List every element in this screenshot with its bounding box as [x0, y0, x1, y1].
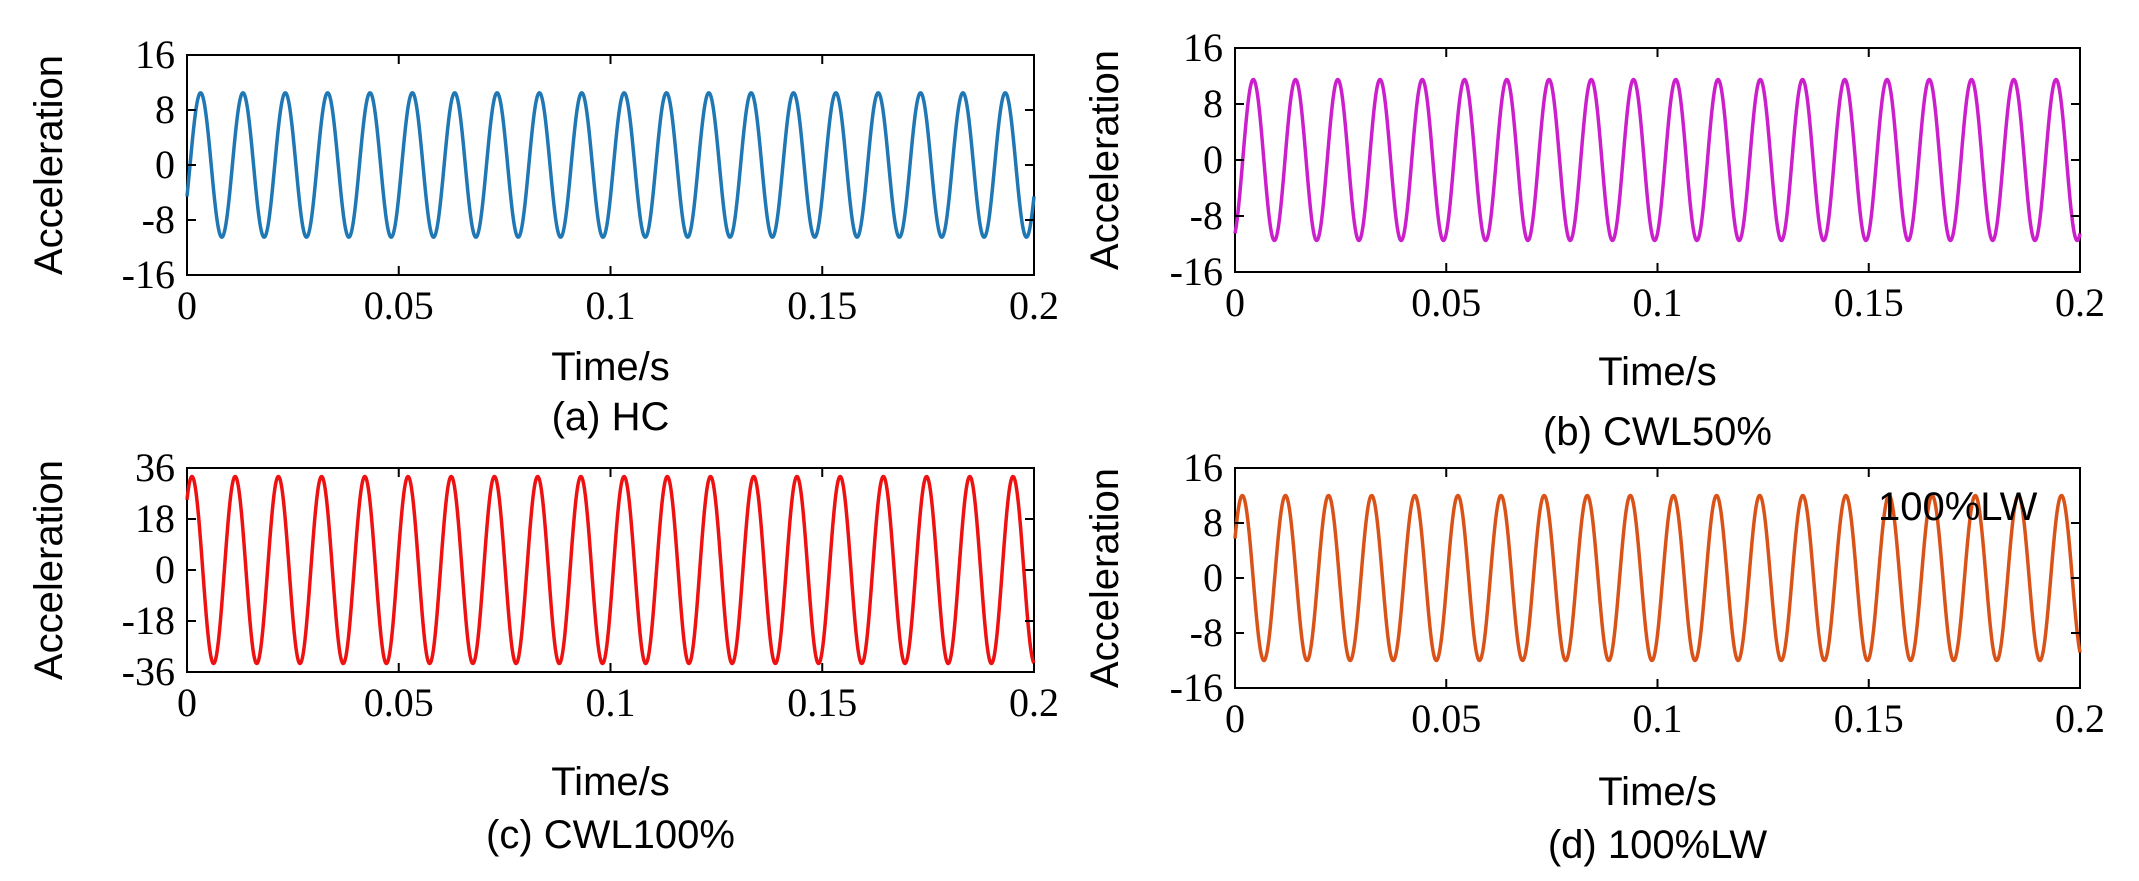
y-tick-label-c-0: 36 — [135, 445, 175, 490]
y-tick-label-b-1: 8 — [1203, 81, 1223, 126]
series-line-d-0 — [1233, 493, 2082, 663]
y-tick-label-c-2: 0 — [155, 547, 175, 592]
y-tick-label-b-3: -8 — [1190, 193, 1223, 238]
x-tick-label-b-4: 0.2 — [2055, 280, 2105, 325]
y-tick-label-d-0: 16 — [1183, 445, 1223, 490]
y-tick-label-a-2: 0 — [155, 142, 175, 187]
panel-c: 0 0.05 0.1 0.15 0.236180-18-36Time/sAccelera… — [27, 445, 1059, 857]
y-tick-label-d-4: -16 — [1170, 665, 1223, 710]
panel-d: 0 0.05 0.1 0.15 0.21680-8-16Time/sAccelerati… — [1083, 445, 2105, 867]
x-tick-label-a-3: 0.15 — [787, 283, 857, 328]
y-tick-label-a-0: 16 — [135, 32, 175, 77]
y-tick-label-a-1: 8 — [155, 87, 175, 132]
plot-frame-a — [186, 54, 1035, 276]
x-tick-label-a-4: 0.2 — [1009, 283, 1059, 328]
x-axis-label-c: Time/s — [551, 760, 670, 804]
x-tick-label-b-0: 0 — [1225, 280, 1245, 325]
y-tick-label-a-4: -16 — [122, 252, 175, 297]
panel-a: 0 0.05 0.1 0.15 0.21680-8-16Time/sAccelerati… — [27, 32, 1059, 439]
y-tick-label-a-3: -8 — [142, 197, 175, 242]
plot-frame-c — [186, 467, 1035, 673]
y-tick-label-b-0: 16 — [1183, 25, 1223, 70]
x-tick-label-c-0: 0 — [177, 680, 197, 725]
x-tick-label-b-2: 0.1 — [1633, 280, 1683, 325]
panel-caption-b: (b) CWL50% — [1543, 410, 1772, 454]
x-tick-label-a-0: 0 — [177, 283, 197, 328]
x-axis-label-a: Time/s — [551, 345, 670, 389]
panel-caption-d: (d) 100%LW — [1548, 823, 1768, 867]
x-tick-label-d-2: 0.1 — [1633, 696, 1683, 741]
y-tick-label-b-4: -16 — [1170, 249, 1223, 294]
y-tick-label-d-2: 0 — [1203, 555, 1223, 600]
x-axis-label-b: Time/s — [1598, 350, 1717, 394]
x-tick-label-a-2: 0.1 — [586, 283, 636, 328]
y-tick-label-d-1: 8 — [1203, 500, 1223, 545]
x-tick-label-c-4: 0.2 — [1009, 680, 1059, 725]
panel-b: 0 0.05 0.1 0.15 0.21680-8-16Time/sAccelerati… — [1083, 25, 2105, 454]
y-tick-label-c-1: 18 — [135, 496, 175, 541]
panel-caption-c: (c) CWL100% — [486, 813, 735, 857]
x-tick-label-d-1: 0.05 — [1411, 696, 1481, 741]
y-axis-label-d: Acceleration — [1083, 468, 1127, 688]
series-line-c-0 — [185, 474, 1036, 666]
x-tick-label-b-3: 0.15 — [1834, 280, 1904, 325]
y-tick-label-b-2: 0 — [1203, 137, 1223, 182]
x-tick-label-d-3: 0.15 — [1834, 696, 1904, 741]
x-tick-label-b-1: 0.05 — [1411, 280, 1481, 325]
y-tick-label-d-3: -8 — [1190, 610, 1223, 655]
y-tick-label-c-3: -18 — [122, 598, 175, 643]
x-tick-label-c-3: 0.15 — [787, 680, 857, 725]
x-tick-label-c-1: 0.05 — [364, 680, 434, 725]
series-line-b-0 — [1233, 77, 2082, 243]
y-axis-label-c: Acceleration — [27, 460, 71, 680]
legend-annotation-d: 100%LW — [1878, 485, 2038, 529]
panel-caption-a: (a) HC — [552, 395, 670, 439]
y-axis-label-a: Acceleration — [27, 55, 71, 275]
y-axis-label-b: Acceleration — [1083, 50, 1127, 270]
x-tick-label-c-2: 0.1 — [586, 680, 636, 725]
series-line-a-0 — [185, 91, 1036, 239]
x-tick-label-a-1: 0.05 — [364, 283, 434, 328]
x-axis-label-d: Time/s — [1598, 770, 1717, 814]
x-tick-label-d-4: 0.2 — [2055, 696, 2105, 741]
x-tick-label-d-0: 0 — [1225, 696, 1245, 741]
y-tick-label-c-4: -36 — [122, 649, 175, 694]
